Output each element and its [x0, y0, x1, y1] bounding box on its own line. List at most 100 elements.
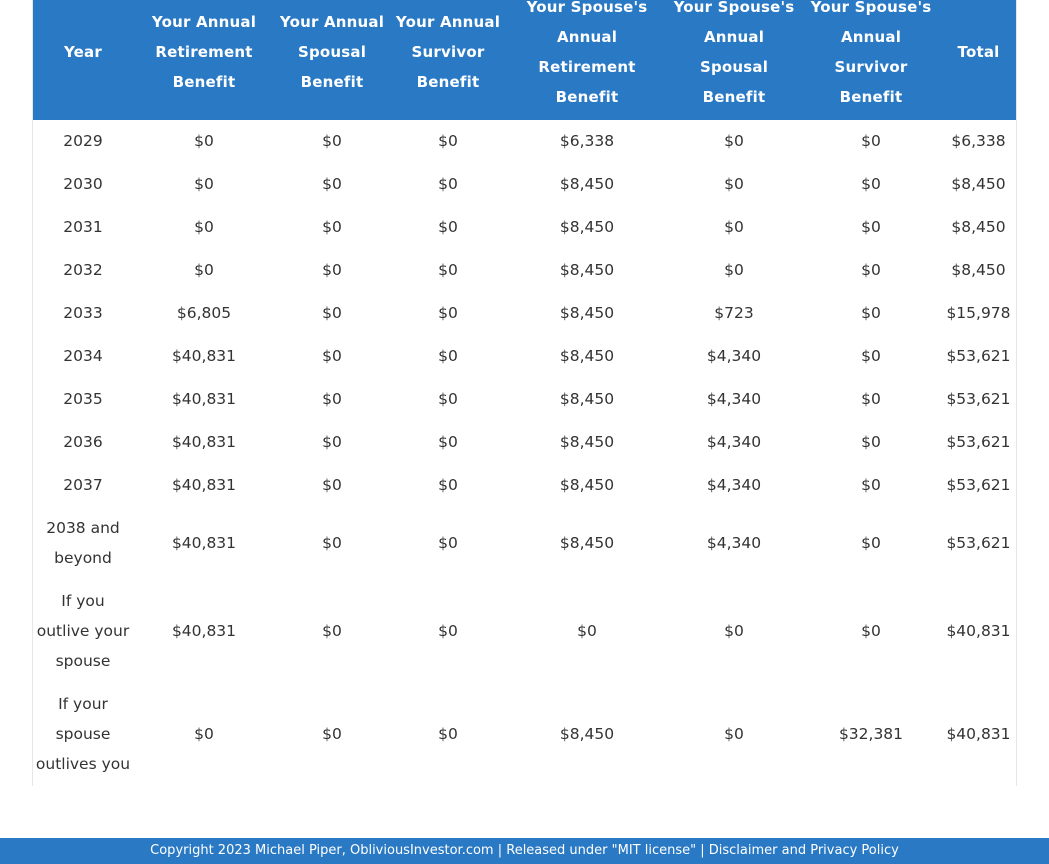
- benefit-cell: $0: [438, 390, 458, 408]
- benefit-cell: $0: [322, 476, 342, 494]
- benefit-cell: $0: [861, 132, 881, 150]
- table-row: 2029 $0 $0 $0 $6,338 $0 $0 $6,338: [33, 120, 1016, 163]
- table-row: 2035 $40,831 $0 $0 $8,450 $4,340 $0 $53,621: [33, 378, 1016, 421]
- benefit-cell: $0: [438, 476, 458, 494]
- disclaimer-privacy-link[interactable]: Disclaimer and Privacy Policy: [708, 843, 899, 858]
- benefit-cell: $0: [438, 304, 458, 322]
- benefit-cell: $0: [438, 622, 458, 640]
- benefit-cell: $4,340: [706, 390, 762, 408]
- benefit-cell: $0: [861, 622, 881, 640]
- benefit-cell: $0: [438, 261, 458, 279]
- year-cell: 2032: [63, 261, 103, 279]
- benefit-cell: $53,621: [946, 476, 1011, 494]
- table-body: 2029 $0 $0 $0 $6,338 $0 $0 $6,338 2030 $0 $0 $0 $8,4…: [33, 120, 1016, 786]
- benefit-cell: $0: [861, 304, 881, 322]
- benefit-cell: $0: [861, 476, 881, 494]
- benefit-cell: $40,831: [171, 433, 237, 451]
- benefit-cell: $15,978: [946, 304, 1011, 322]
- benefit-cell: $0: [861, 218, 881, 236]
- column-header: Your Annual Retirement Benefit: [133, 0, 275, 120]
- benefit-cell: $0: [322, 175, 342, 193]
- benefit-cell: $8,450: [951, 175, 1006, 193]
- benefit-cell: $53,621: [946, 534, 1011, 552]
- benefit-cell: $0: [724, 725, 744, 743]
- mit-license-link[interactable]: Released under "MIT license": [506, 843, 697, 858]
- table-row: 2037 $40,831 $0 $0 $8,450 $4,340 $0 $53,621: [33, 464, 1016, 507]
- year-cell: 2037: [63, 476, 103, 494]
- benefit-cell: $0: [322, 132, 342, 150]
- benefit-cell: $0: [194, 725, 214, 743]
- benefit-cell: $0: [194, 132, 214, 150]
- benefit-cell: $53,621: [946, 347, 1011, 365]
- table-row: 2036 $40,831 $0 $0 $8,450 $4,340 $0 $53,621: [33, 421, 1016, 464]
- table-row: 2032 $0 $0 $0 $8,450 $0 $0 $8,450: [33, 249, 1016, 292]
- benefit-cell: $8,450: [559, 175, 615, 193]
- benefit-cell: $0: [438, 534, 458, 552]
- benefits-table: Year Your Annual Retirement Benefit Your A…: [33, 0, 1016, 786]
- benefit-cell: $8,450: [559, 725, 615, 743]
- benefit-cell: $0: [322, 261, 342, 279]
- benefit-cell: $0: [322, 433, 342, 451]
- year-cell: 2034: [63, 347, 103, 365]
- footer-separator: |: [493, 843, 507, 858]
- benefit-cell: $0: [322, 725, 342, 743]
- benefit-cell: $32,381: [838, 725, 904, 743]
- benefit-cell: $0: [322, 622, 342, 640]
- benefit-cell: $0: [438, 132, 458, 150]
- benefit-cell: $8,450: [559, 476, 615, 494]
- benefit-cell: $8,450: [559, 304, 615, 322]
- benefit-cell: $6,338: [559, 132, 615, 150]
- year-cell: 2030: [63, 175, 103, 193]
- benefit-cell: $40,831: [946, 622, 1011, 640]
- year-cell: 2035: [63, 390, 103, 408]
- benefit-cell: $8,450: [559, 347, 615, 365]
- table-row: 2033 $6,805 $0 $0 $8,450 $723 $0 $15,978: [33, 292, 1016, 335]
- copyright-text: Copyright 2023 Michael Piper, ObliviousI…: [150, 843, 494, 858]
- year-cell: 2036: [63, 433, 103, 451]
- benefit-cell: $4,340: [706, 534, 762, 552]
- footer-separator: |: [696, 843, 709, 858]
- benefit-cell: $0: [438, 218, 458, 236]
- table-row: If you outlive your spouse $40,831 $0 $0 $0 $…: [33, 580, 1016, 683]
- year-cell: 2038 and beyond: [46, 519, 120, 567]
- benefit-cell: $0: [194, 218, 214, 236]
- benefit-cell: $4,340: [706, 476, 762, 494]
- benefit-cell: $8,450: [559, 390, 615, 408]
- benefit-cell: $0: [438, 347, 458, 365]
- column-header: Your Spouse's Annual Spousal Benefit: [667, 0, 801, 120]
- benefit-cell: $40,831: [946, 725, 1011, 743]
- column-header: Your Spouse's Annual Survivor Benefit: [801, 0, 941, 120]
- table-row: 2034 $40,831 $0 $0 $8,450 $4,340 $0 $53,621: [33, 335, 1016, 378]
- benefit-cell: $0: [861, 390, 881, 408]
- benefit-cell: $53,621: [946, 433, 1011, 451]
- benefit-cell: $8,450: [559, 534, 615, 552]
- benefit-cell: $0: [724, 261, 744, 279]
- footer: Copyright 2023 Michael Piper, ObliviousI…: [0, 838, 1049, 864]
- benefit-cell: $40,831: [171, 347, 237, 365]
- column-header: Total: [941, 0, 1016, 120]
- benefit-cell: $8,450: [559, 218, 615, 236]
- benefit-cell: $0: [438, 433, 458, 451]
- table-row: 2030 $0 $0 $0 $8,450 $0 $0 $8,450: [33, 163, 1016, 206]
- benefit-cell: $0: [577, 622, 597, 640]
- benefit-cell: $0: [322, 347, 342, 365]
- benefit-cell: $723: [714, 304, 754, 322]
- table-row: 2031 $0 $0 $0 $8,450 $0 $0 $8,450: [33, 206, 1016, 249]
- benefit-cell: $8,450: [951, 261, 1006, 279]
- benefit-cell: $0: [861, 347, 881, 365]
- table-row: If your spouse outlives you $0 $0 $0 $8,450 $…: [33, 683, 1016, 786]
- benefit-cell: $0: [194, 175, 214, 193]
- benefit-cell: $0: [194, 261, 214, 279]
- benefit-cell: $0: [322, 304, 342, 322]
- benefit-cell: $4,340: [706, 347, 762, 365]
- year-cell: 2031: [63, 218, 103, 236]
- year-cell: 2029: [63, 132, 103, 150]
- column-header: Your Annual Spousal Benefit: [275, 0, 389, 120]
- table-header-row: Year Your Annual Retirement Benefit Your A…: [33, 0, 1016, 120]
- benefits-table-container: Year Your Annual Retirement Benefit Your A…: [32, 0, 1017, 786]
- benefit-cell: $4,340: [706, 433, 762, 451]
- benefit-cell: $0: [438, 175, 458, 193]
- benefit-cell: $0: [861, 261, 881, 279]
- benefit-cell: $0: [322, 534, 342, 552]
